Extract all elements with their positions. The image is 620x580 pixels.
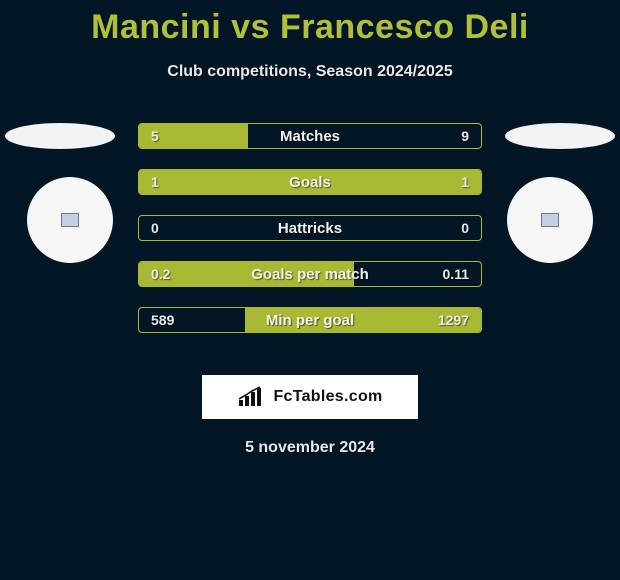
placeholder-icon [541, 213, 559, 227]
player1-avatar [27, 177, 113, 263]
page-title: Mancini vs Francesco Deli [0, 0, 620, 47]
stat-row: 5 Matches 9 [138, 123, 482, 149]
stat-label: Min per goal [139, 308, 481, 332]
snapshot-date: 5 november 2024 [0, 439, 620, 457]
stat-label: Goals per match [139, 262, 481, 286]
placeholder-icon [61, 213, 79, 227]
player1-logo-ellipse [5, 123, 115, 149]
stat-value-right: 9 [461, 124, 469, 148]
stat-row: 1 Goals 1 [138, 169, 482, 195]
stat-label: Goals [139, 170, 481, 194]
player2-logo-ellipse [505, 123, 615, 149]
comparison-panel: 5 Matches 9 1 Goals 1 0 Hattricks 0 0.2 … [0, 123, 620, 353]
title-vs: vs [231, 8, 270, 46]
title-player2: Francesco Deli [280, 8, 529, 46]
stat-row: 589 Min per goal 1297 [138, 307, 482, 333]
stat-label: Hattricks [139, 216, 481, 240]
stat-row: 0.2 Goals per match 0.11 [138, 261, 482, 287]
stat-row: 0 Hattricks 0 [138, 215, 482, 241]
bar-chart-icon [237, 386, 265, 408]
stat-bars: 5 Matches 9 1 Goals 1 0 Hattricks 0 0.2 … [138, 123, 482, 333]
title-player1: Mancini [91, 8, 221, 46]
branding-badge: FcTables.com [202, 375, 418, 419]
subtitle: Club competitions, Season 2024/2025 [0, 63, 620, 81]
stat-value-right: 0.11 [443, 262, 469, 286]
stat-value-right: 1 [461, 170, 469, 194]
stat-label: Matches [139, 124, 481, 148]
player2-avatar [507, 177, 593, 263]
stat-value-right: 0 [461, 216, 469, 240]
branding-text: FcTables.com [273, 388, 382, 406]
stat-value-right: 1297 [438, 308, 469, 332]
